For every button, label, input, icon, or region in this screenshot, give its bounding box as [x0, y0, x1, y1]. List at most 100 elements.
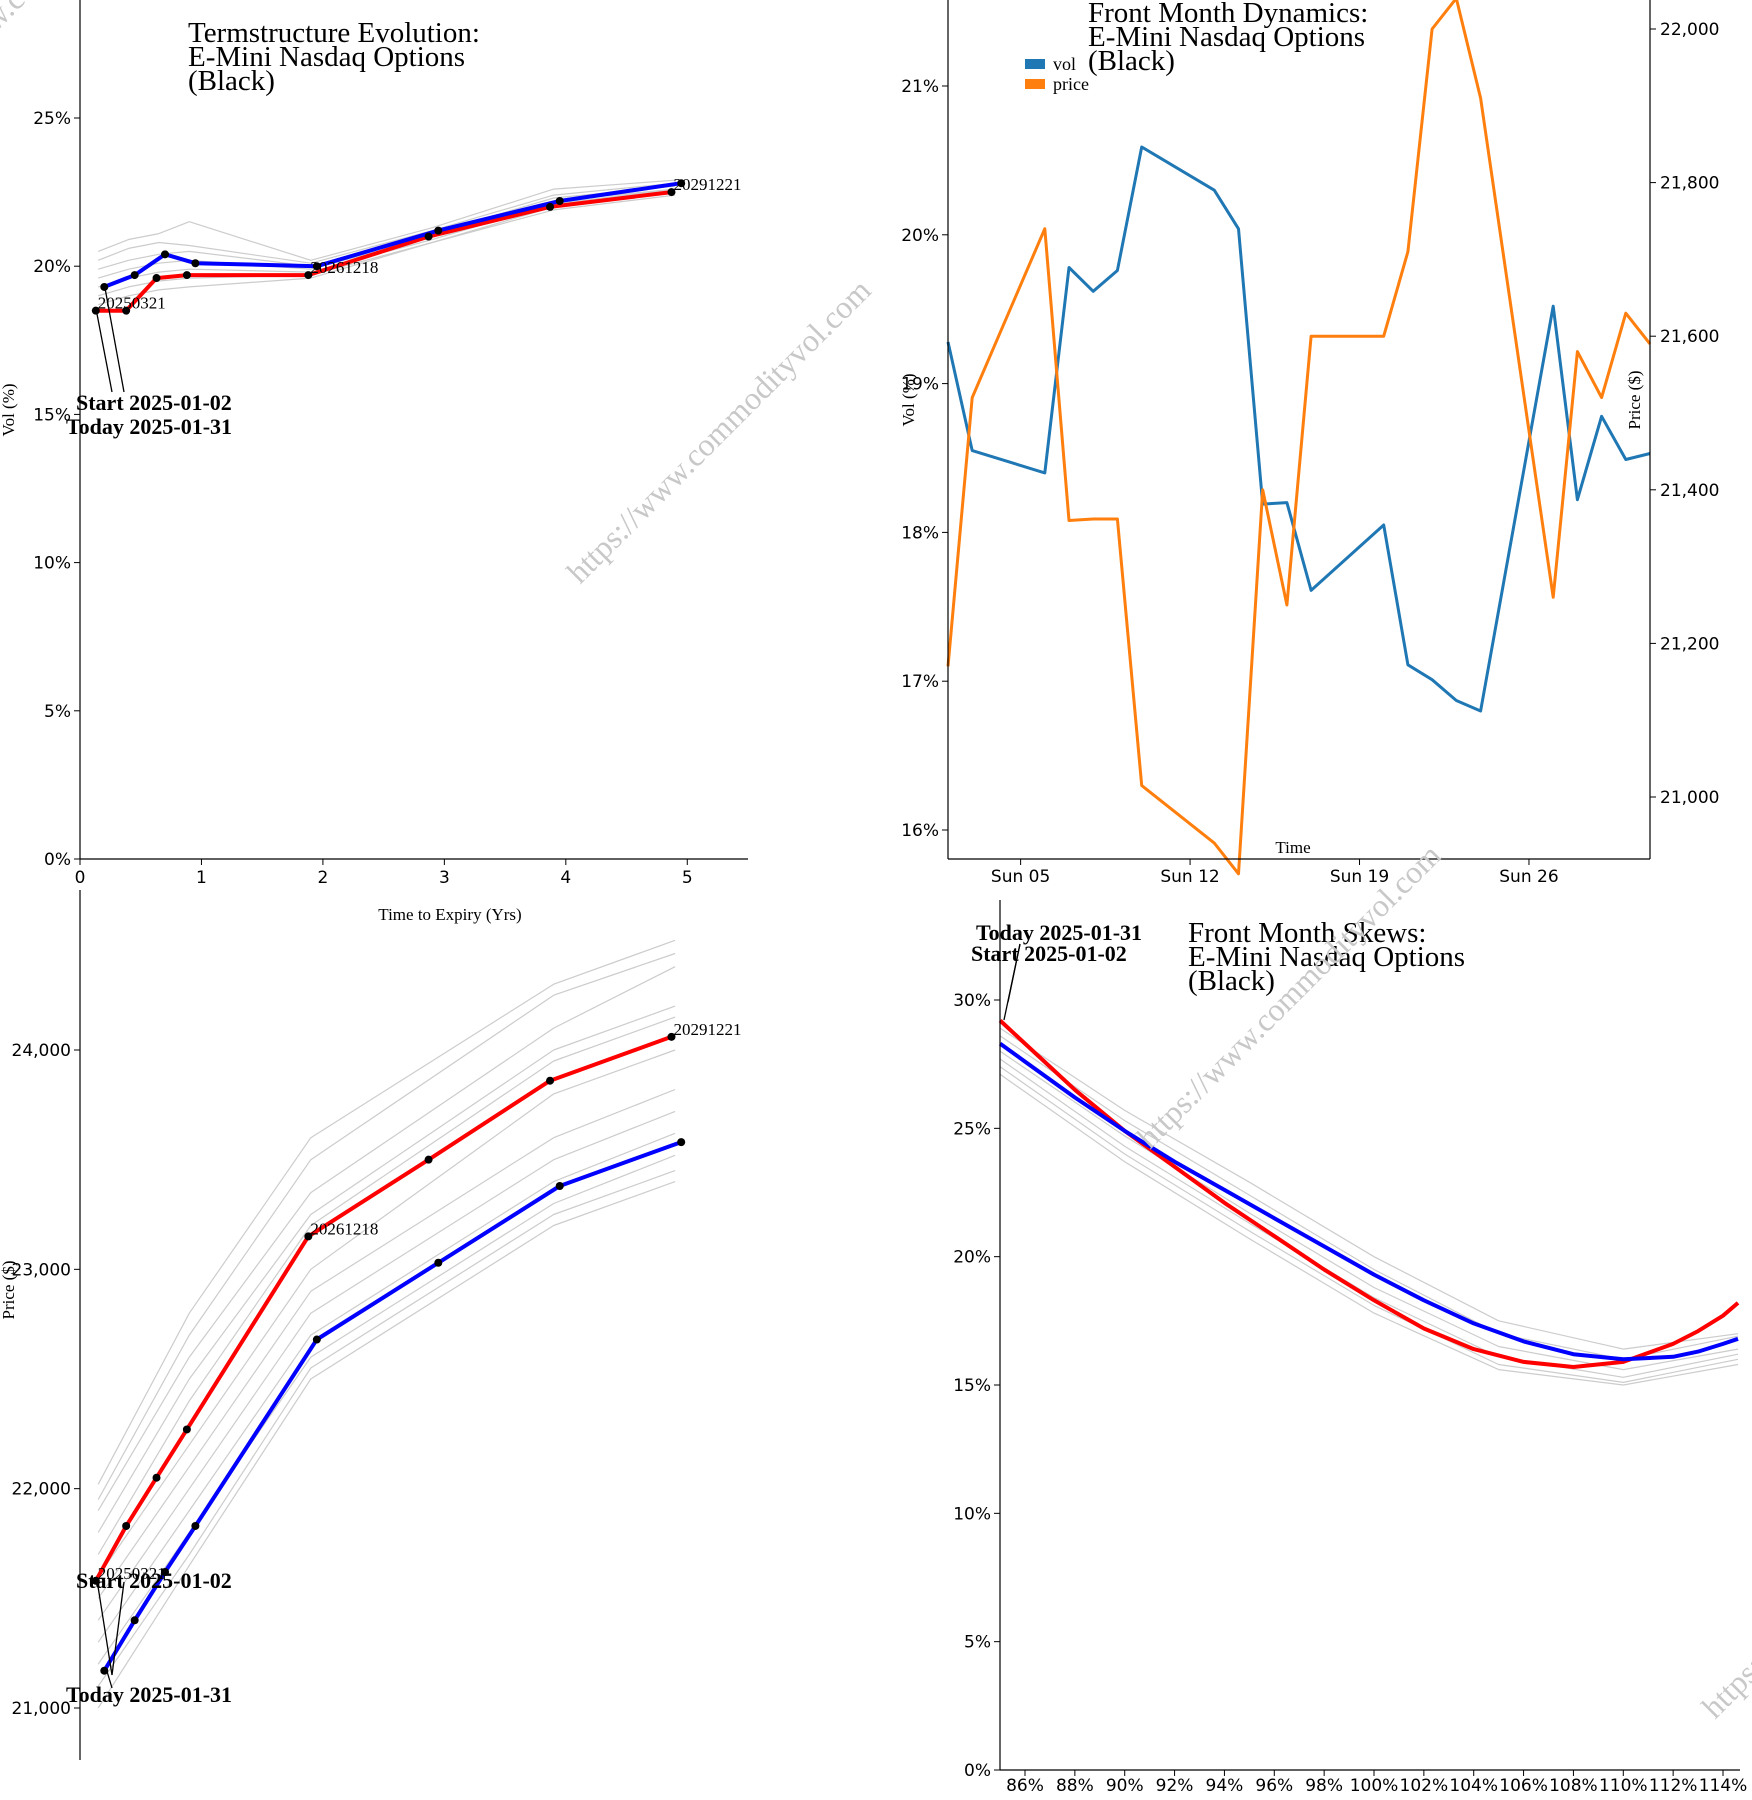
x-tick-label: 3	[439, 868, 450, 888]
y-tick-label: 21,000	[12, 1699, 71, 1719]
data-point	[182, 1425, 191, 1434]
x-tick-label: 4	[560, 868, 571, 888]
x-tick-label: Sun 12	[1160, 867, 1219, 887]
y2-tick-label: 21,200	[1660, 634, 1719, 654]
y-tick-label: 21%	[901, 77, 939, 97]
price-line	[946, 0, 1652, 876]
y-tick-label: 10%	[33, 554, 71, 574]
history-curve	[97, 1170, 676, 1687]
data-point	[434, 226, 443, 235]
data-point	[424, 232, 433, 241]
series-lines	[998, 1019, 1740, 1369]
x-tick-label: 0	[75, 868, 86, 888]
today-annotation-arrow	[104, 287, 125, 393]
watermark-3: https://www.commodityvol.com	[0, 0, 198, 133]
history-curve	[999, 1066, 1739, 1384]
history-curve	[97, 1005, 676, 1533]
data-points: 20250321 20261218 20291221	[91, 1020, 741, 1675]
today-annotation: Today 2025-01-31	[66, 414, 232, 439]
data-point	[152, 1473, 161, 1482]
history-curves	[999, 1027, 1739, 1386]
front-month-skews-chart: 0% 5% 10% 15% 20% 25% 30% 86% 88% 90% 92% 94% 96% 98%…	[953, 900, 1747, 1796]
history-curve	[97, 1154, 676, 1665]
expiry-label: 20291221	[673, 175, 741, 194]
expiry-label: 20250321	[98, 1564, 166, 1583]
x-tick-label: 104%	[1449, 1776, 1498, 1795]
x-tick-label: 112%	[1649, 1776, 1698, 1795]
legend-label-price: price	[1053, 74, 1089, 94]
watermark-1: https://www.commodityvol.com	[559, 272, 877, 590]
y-tick-label: 10%	[953, 1504, 991, 1524]
expiry-label: 20261218	[310, 1219, 378, 1238]
data-point	[434, 1258, 443, 1267]
history-curve	[999, 1073, 1739, 1386]
x-axis-label: Time to Expiry (Yrs)	[378, 905, 521, 924]
history-curve	[98, 185, 676, 270]
y-axis-label: Vol (%)	[0, 383, 18, 436]
chart-title-line-3: (Black)	[1188, 965, 1275, 997]
x-tick-label: 5	[682, 868, 693, 888]
today-annotation: Today 2025-01-31	[66, 1682, 232, 1707]
x-tick-label: 92%	[1156, 1776, 1194, 1795]
x-tick-label: 96%	[1255, 1776, 1293, 1795]
axis-ticks: 21,000 22,000 23,000 24,000	[12, 890, 81, 1760]
y2-tick-label: 21,000	[1660, 788, 1719, 808]
history-curve	[97, 1110, 676, 1621]
data-point	[191, 1521, 200, 1530]
y-tick-label: 19%	[901, 375, 939, 395]
data-point	[312, 1335, 321, 1344]
start-annotation-arrow-2	[111, 1581, 125, 1676]
history-curve	[97, 1049, 676, 1577]
today-annotation-arrow	[105, 1667, 113, 1689]
chart-title-line-1: Termstructure Evolution:	[188, 17, 480, 49]
chart-title-line-2: E-Mini Nasdaq Options	[188, 41, 465, 73]
start-annotation-arrow	[1007, 943, 1021, 1003]
y-tick-label: 17%	[901, 672, 939, 692]
y-tick-label: 20%	[901, 226, 939, 246]
data-point	[130, 271, 139, 280]
series-lines	[94, 1034, 682, 1672]
start-annotation-arrow	[96, 1579, 113, 1676]
x-tick-label: 88%	[1056, 1776, 1094, 1795]
y2-axis-label: Price ($)	[1625, 370, 1644, 429]
history-curve	[97, 966, 676, 1511]
data-point	[191, 259, 200, 268]
x-tick-label: 90%	[1106, 1776, 1144, 1795]
y-axis-label: Price ($)	[0, 1260, 18, 1319]
history-curves	[97, 939, 676, 1709]
y-tick-label: 15%	[953, 1376, 991, 1396]
data-point	[161, 1568, 170, 1577]
x-tick-label: 108%	[1549, 1776, 1598, 1795]
expiry-label: 20250321	[98, 294, 166, 313]
y-tick-label: 18%	[901, 523, 939, 543]
history-curve	[97, 1132, 676, 1643]
y2-tick-label: 22,000	[1660, 20, 1719, 40]
today-curve	[103, 181, 682, 289]
legend: vol price	[1025, 54, 1089, 94]
legend-label-vol: vol	[1053, 54, 1076, 74]
y-tick-label: 30%	[953, 991, 991, 1011]
expiry-label: 20291221	[673, 1020, 741, 1039]
termstructure-price-chart: 20250321 20261218 20291221 21,000 22,000 23,…	[0, 890, 741, 1760]
history-curve	[999, 1058, 1739, 1378]
start-annotation-arrow	[96, 313, 113, 393]
start-annotation: Start 2025-01-02	[76, 1568, 232, 1593]
x-tick-label: 106%	[1499, 1776, 1548, 1795]
axis-ticks: 0% 5% 10% 15% 20% 25% 0 1 2 3 4 5	[33, 0, 748, 888]
vol-line	[946, 145, 1651, 713]
y-tick-label: 20%	[953, 1248, 991, 1268]
series-lines	[95, 181, 682, 313]
history-curve	[97, 939, 676, 1485]
data-point	[161, 250, 170, 259]
data-point	[677, 179, 686, 188]
data-point	[424, 1155, 433, 1164]
data-point	[667, 1032, 676, 1041]
start-curve	[94, 1034, 673, 1582]
x-tick-label: Sun 05	[991, 867, 1050, 887]
today-curve	[102, 1140, 682, 1672]
legend-swatch-price	[1025, 79, 1045, 89]
axis-ticks: 0% 5% 10% 15% 20% 25% 30% 86% 88% 90% 92% 94% 96% 98%…	[953, 900, 1747, 1796]
